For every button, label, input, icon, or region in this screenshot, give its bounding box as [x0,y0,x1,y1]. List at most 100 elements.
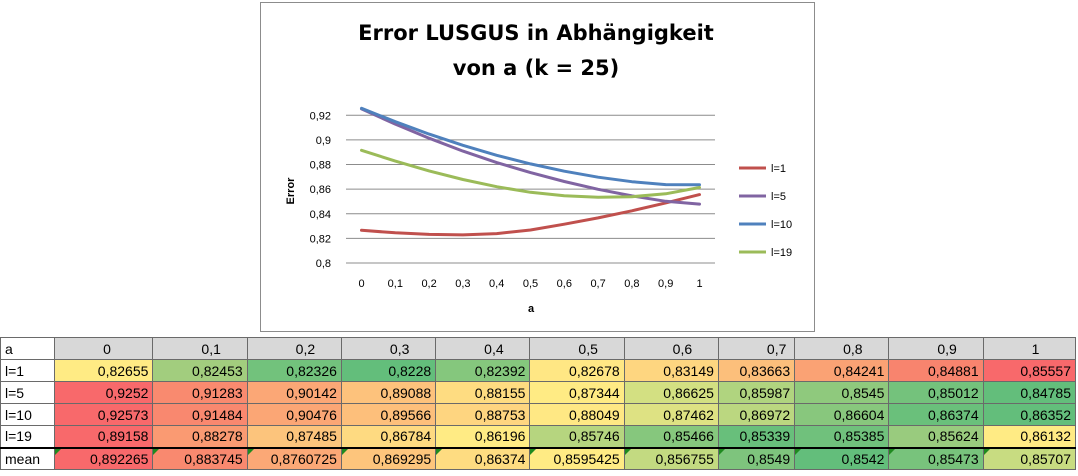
column-header: 0,6 [623,337,719,360]
table-cell: 0,85707 [982,446,1077,470]
y-tick-label: 0,86 [310,184,331,196]
table-cell: 0,82392 [435,359,531,382]
column-header: 1 [982,337,1077,360]
column-header: 0,9 [888,337,984,360]
x-tick-label: 1 [696,278,702,290]
table-row: l=19 0,89158 0,88278 0,87485 0,86784 0,86196 0… [0,425,1077,448]
table-cell: 0,88753 [435,403,531,426]
table-cell: 0,88049 [529,403,625,426]
table-cell: 0,8549 [717,446,796,470]
table-cell: 0,84241 [794,359,890,382]
y-tick-label: 0,88 [310,160,331,172]
x-tick-label: 0,9 [658,278,673,290]
table-cell: 0,8542 [794,446,890,470]
legend-entry: l=5 [771,191,786,203]
table-cell: 0,85012 [888,381,984,404]
row-label: l=5 [0,381,56,404]
column-header: 0,8 [794,337,890,360]
table-cell: 0,84785 [982,381,1077,404]
table-cell: 0,90476 [246,403,342,426]
chart-title-line-2: von a (k = 25) [453,56,619,80]
x-tick-label: 0,2 [421,278,436,290]
table-cell: 0,89566 [340,403,437,426]
table-cell: 0,86374 [888,403,984,426]
x-tick-label: 0,4 [489,278,504,290]
table-cell: 0,84881 [888,359,984,382]
chart-title-line-1: Error LUSGUS in Abhängigkeit [358,21,714,45]
table-cell: 0,82453 [152,359,248,382]
x-tick-label: 0,1 [388,278,403,290]
table-cell: 0,85624 [888,425,984,448]
table-cell: 0,869295 [340,446,437,470]
table-cell: 0,856755 [623,446,719,470]
column-header: 0 [54,337,154,360]
chart-container: Error LUSGUS in Abhängigkeit von a (k = … [260,2,815,332]
x-tick-label: 0,8 [624,278,639,290]
table-cell: 0,9252 [54,381,154,404]
table-cell: 0,88278 [152,425,248,448]
table-cell: 0,86352 [982,403,1077,426]
table-cell: 0,83663 [717,359,796,382]
row-label: l=10 [0,403,56,426]
legend-entry: l=10 [771,219,792,231]
table-cell: 0,89088 [340,381,437,404]
x-tick-label: 0,6 [557,278,572,290]
line-chart: Error LUSGUS in Abhängigkeit von a (k = … [285,21,792,315]
table-cell: 0,82678 [529,359,625,382]
table-cell: 0,883745 [152,446,248,470]
column-header: 0,1 [152,337,248,360]
table-cell: 0,8760725 [246,446,342,470]
row-label: mean [0,446,56,470]
table-cell: 0,88155 [435,381,531,404]
table-cell: 0,91283 [152,381,248,404]
table-cell: 0,82326 [246,359,342,382]
y-axis-label: Error [285,177,297,205]
column-header: 0,2 [246,337,342,360]
y-tick-label: 0,92 [310,110,331,122]
x-tick-label: 0 [358,278,364,290]
table-cell: 0,87462 [623,403,719,426]
table-row: mean 0,892265 0,883745 0,8760725 0,869295 0,8… [0,446,1077,470]
table-cell: 0,85339 [717,425,796,448]
table-corner-label: a [0,337,56,360]
table-cell: 0,83149 [623,359,719,382]
table-row: l=5 0,9252 0,91283 0,90142 0,89088 0,88155 0,8… [0,381,1077,404]
y-tick-label: 0,9 [316,135,331,147]
table-cell: 0,8545 [794,381,890,404]
table-cell: 0,85473 [888,446,984,470]
table-cell: 0,8228 [340,359,437,382]
table-cell: 0,85557 [982,359,1077,382]
table-cell: 0,82655 [54,359,154,382]
column-header: 0,3 [340,337,437,360]
legend-entry: l=19 [771,247,792,259]
y-tick-label: 0,84 [310,209,331,221]
table-cell: 0,86132 [982,425,1077,448]
row-label: l=19 [0,425,56,448]
table-cell: 0,92573 [54,403,154,426]
table-cell: 0,892265 [54,446,154,470]
x-axis-label: a [528,303,535,315]
y-tick-label: 0,82 [310,233,331,245]
data-table: a 0 0,1 0,2 0,3 0,4 0,5 0,6 0,7 0,8 0,9 1 l=1 0,82655… [0,337,1077,470]
table-row: l=1 0,82655 0,82453 0,82326 0,8228 0,82392 0,8… [0,359,1077,382]
table-cell: 0,86972 [717,403,796,426]
x-tick-label: 0,7 [590,278,605,290]
table-cell: 0,86604 [794,403,890,426]
table-row: l=10 0,92573 0,91484 0,90476 0,89566 0,88753 0… [0,403,1077,426]
table-cell: 0,85466 [623,425,719,448]
row-label: l=1 [0,359,56,382]
series-line-l10 [360,106,701,187]
x-tick-label: 0,3 [455,278,470,290]
table-cell: 0,86784 [340,425,437,448]
table-cell: 0,8595425 [529,446,625,470]
table-cell: 0,90142 [246,381,342,404]
table-cell: 0,86196 [435,425,531,448]
table-cell: 0,86625 [623,381,719,404]
column-header: 0,4 [435,337,531,360]
series-line-l19 [360,148,701,199]
table-cell: 0,89158 [54,425,154,448]
legend-entry: l=1 [771,163,786,175]
table-cell: 0,87485 [246,425,342,448]
column-header: 0,7 [717,337,796,360]
table-cell: 0,85987 [717,381,796,404]
